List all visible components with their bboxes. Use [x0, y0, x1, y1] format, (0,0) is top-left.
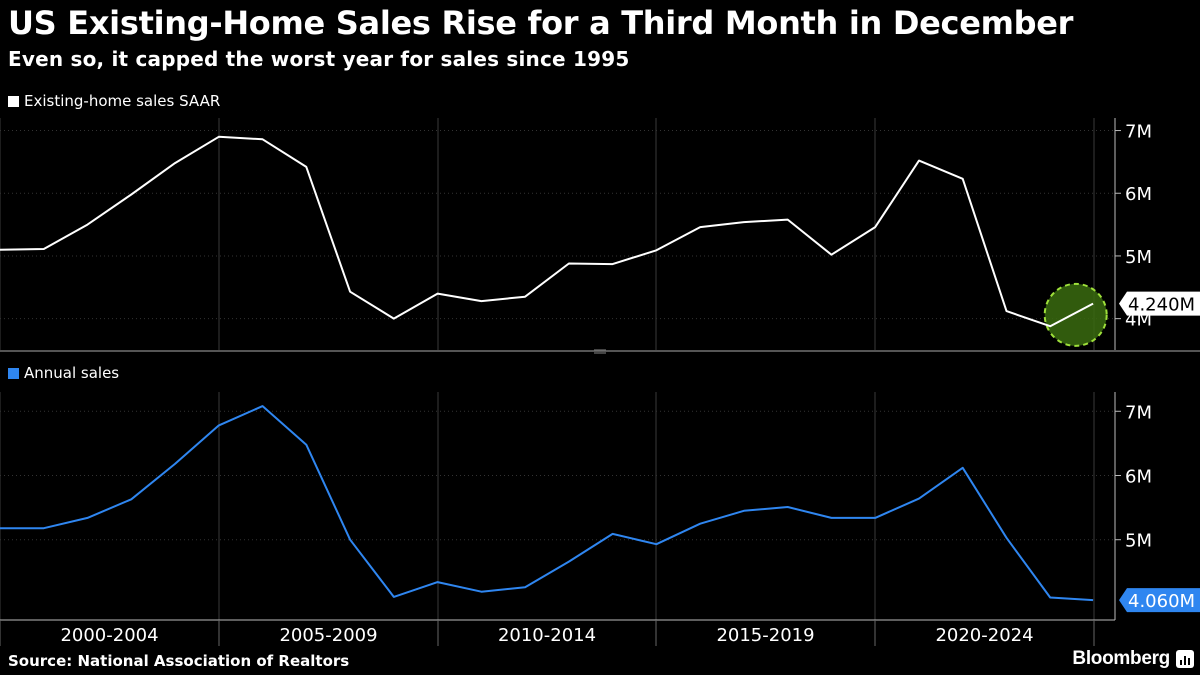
chart-subtitle: Even so, it capped the worst year for sa… [8, 47, 630, 71]
x-tick-label-1: 2005-2009 [279, 625, 377, 646]
chart-title: US Existing-Home Sales Rise for a Third … [8, 4, 1074, 42]
y-tick-label-0-1: 5M [1125, 247, 1152, 268]
last-value-tag-1 [1119, 588, 1200, 613]
bloomberg-chart-icon [1176, 650, 1194, 668]
x-tick-label-2: 2010-2014 [498, 625, 596, 646]
legend-label-saar: Existing-home sales SAAR [24, 92, 221, 110]
source-note: Source: National Association of Realtors [8, 652, 350, 670]
y-tick-label-1-1: 6M [1125, 466, 1152, 487]
legend-swatch-white [8, 95, 19, 107]
y-tick-label-1-0: 5M [1125, 531, 1152, 552]
bloomberg-logo: Bloomberg [1072, 648, 1170, 669]
x-tick-label-4: 2020-2024 [935, 625, 1033, 646]
x-tick-label-0: 2000-2004 [60, 625, 158, 646]
x-tick-label-3: 2015-2019 [716, 625, 814, 646]
y-tick-label-0-3: 7M [1125, 122, 1152, 143]
y-tick-label-0-2: 6M [1125, 184, 1152, 205]
legend-top: Existing-home sales SAAR [8, 92, 220, 110]
last-value-tag-0 [1119, 291, 1200, 316]
last-value-label-1: 4.060M [1128, 591, 1195, 612]
legend-label-annual: Annual sales [24, 364, 120, 382]
y-tick-label-1-2: 7M [1125, 402, 1152, 423]
series-line-0 [0, 135, 1094, 328]
legend-bottom: Annual sales [8, 364, 119, 382]
legend-swatch-blue [8, 367, 19, 379]
last-value-label-0: 4.240M [1128, 295, 1195, 316]
series-line-1 [0, 405, 1094, 602]
highlight-circle [1043, 282, 1108, 347]
